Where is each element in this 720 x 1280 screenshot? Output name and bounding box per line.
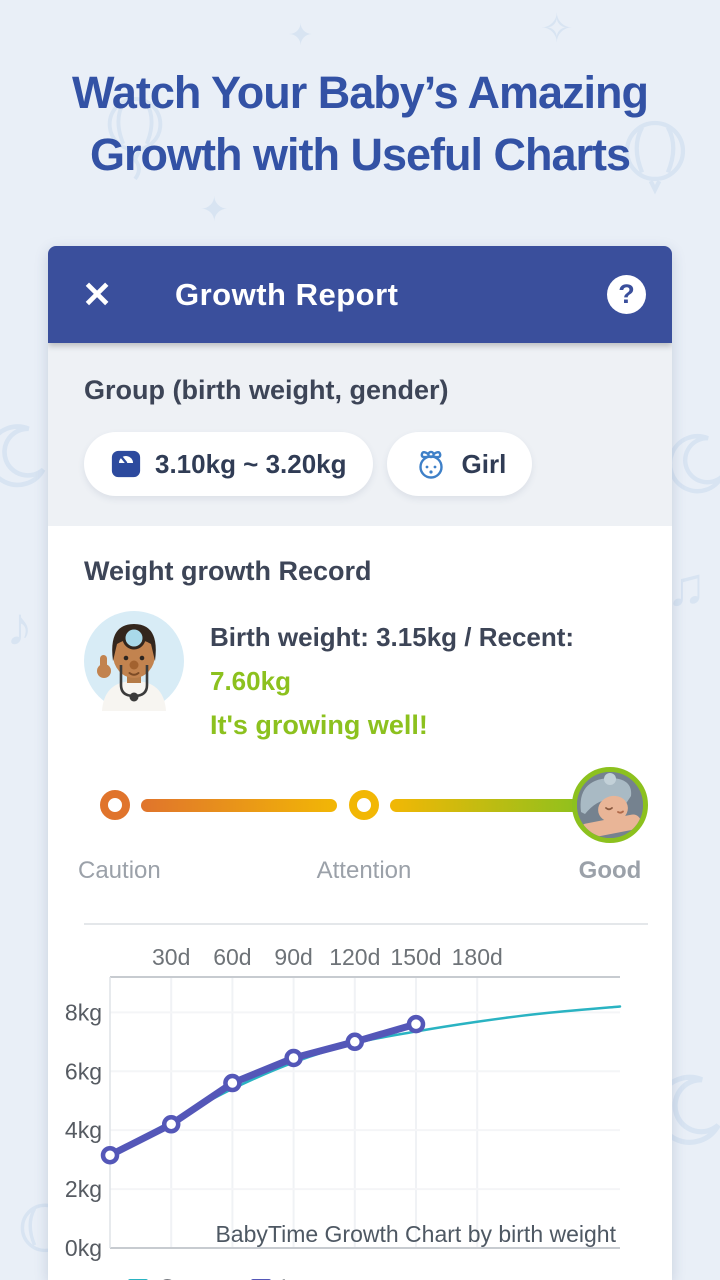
- svg-text:8kg: 8kg: [65, 999, 102, 1025]
- help-button[interactable]: ?: [607, 275, 646, 314]
- record-info: Birth weight: 3.15kg / Recent: 7.60kg It…: [210, 611, 648, 747]
- birth-weight-line: Birth weight: 3.15kg / Recent: 7.60kg: [210, 615, 648, 703]
- star-icon: ✦: [200, 191, 229, 229]
- report-header: ✕ Growth Report ?: [48, 246, 672, 343]
- legend-label: Love: [281, 1275, 333, 1280]
- weight-range-label: 3.10kg ~ 3.20kg: [155, 448, 347, 479]
- svg-text:90d: 90d: [274, 944, 312, 970]
- attention-marker-icon: [349, 790, 379, 820]
- close-button[interactable]: ✕: [82, 246, 112, 343]
- close-icon: ✕: [82, 273, 113, 315]
- moon-icon: [664, 430, 720, 496]
- gauge-bar-left: [141, 799, 337, 812]
- legend-item-love[interactable]: Love: [250, 1275, 333, 1280]
- recent-weight-value: 7.60kg: [210, 666, 291, 696]
- svg-text:2kg: 2kg: [65, 1176, 102, 1202]
- group-heading: Group (birth weight, gender): [84, 375, 449, 405]
- chart-legend: Group Love: [128, 1275, 333, 1280]
- music-note-icon: ♪: [6, 597, 33, 657]
- sparkle-icon: ✧: [540, 7, 574, 51]
- weight-scale-icon: [110, 448, 142, 480]
- svg-text:4kg: 4kg: [65, 1117, 102, 1143]
- birth-weight-text: Birth weight: 3.15kg / Recent:: [210, 622, 575, 652]
- svg-text:30d: 30d: [152, 944, 190, 970]
- legend-item-group[interactable]: Group: [128, 1275, 225, 1280]
- weight-record-section: Weight growth Record: [48, 526, 672, 925]
- growth-chart-section: 30d 60d 90d 120d 150d 180d 0kg 2kg 4kg 6kg 8kg Bab…: [48, 925, 672, 1280]
- svg-text:0kg: 0kg: [65, 1235, 102, 1261]
- caution-marker-icon: [100, 790, 130, 820]
- svg-text:60d: 60d: [213, 944, 251, 970]
- doctor-avatar: [84, 611, 184, 711]
- gender-pill[interactable]: Girl: [386, 432, 533, 496]
- page-title-line1: Watch Your Baby’s Amazing: [72, 67, 649, 118]
- growth-report-card: ✕ Growth Report ? Group (birth weight, g…: [48, 246, 672, 1280]
- gauge-bar-right: [390, 799, 586, 812]
- page-title-line2: Growth with Useful Charts: [89, 129, 631, 180]
- legend-label: Group: [158, 1275, 225, 1280]
- girl-face-icon: [413, 446, 449, 482]
- sleeping-baby-photo: [572, 767, 648, 843]
- gauge-label-good: Good: [578, 857, 642, 884]
- chart-caption: BabyTime Growth Chart by birth weight: [215, 1221, 616, 1247]
- report-title: Growth Report: [175, 276, 399, 312]
- weight-range-pill[interactable]: 3.10kg ~ 3.20kg: [84, 432, 373, 496]
- page-title: Watch Your Baby’s Amazing Growth with Us…: [0, 62, 720, 186]
- svg-text:180d: 180d: [452, 944, 503, 970]
- question-mark-icon: ?: [618, 279, 635, 309]
- gauge-labels: Caution Attention Good: [78, 857, 648, 897]
- star-icon: ✦: [288, 19, 314, 52]
- svg-text:6kg: 6kg: [65, 1058, 102, 1084]
- gender-label: Girl: [461, 448, 507, 479]
- gauge-label-attention: Attention: [316, 857, 412, 884]
- record-row: Birth weight: 3.15kg / Recent: 7.60kg It…: [84, 611, 648, 747]
- moon-icon: [0, 420, 52, 490]
- growth-status-gauge: [84, 767, 648, 849]
- gauge-label-caution: Caution: [78, 857, 161, 884]
- weight-record-heading: Weight growth Record: [84, 556, 372, 586]
- growth-chart: 30d 60d 90d 120d 150d 180d 0kg 2kg 4kg 6kg 8kg: [65, 944, 622, 1261]
- status-message: It's growing well!: [210, 710, 428, 740]
- group-pill-row: 3.10kg ~ 3.20kg Girl: [84, 432, 636, 496]
- section-divider: [84, 923, 648, 925]
- svg-text:120d: 120d: [329, 944, 380, 970]
- svg-text:150d: 150d: [390, 944, 441, 970]
- group-section: Group (birth weight, gender) 3.10kg ~ 3.…: [48, 343, 672, 526]
- music-note-icon: ♫: [666, 557, 707, 617]
